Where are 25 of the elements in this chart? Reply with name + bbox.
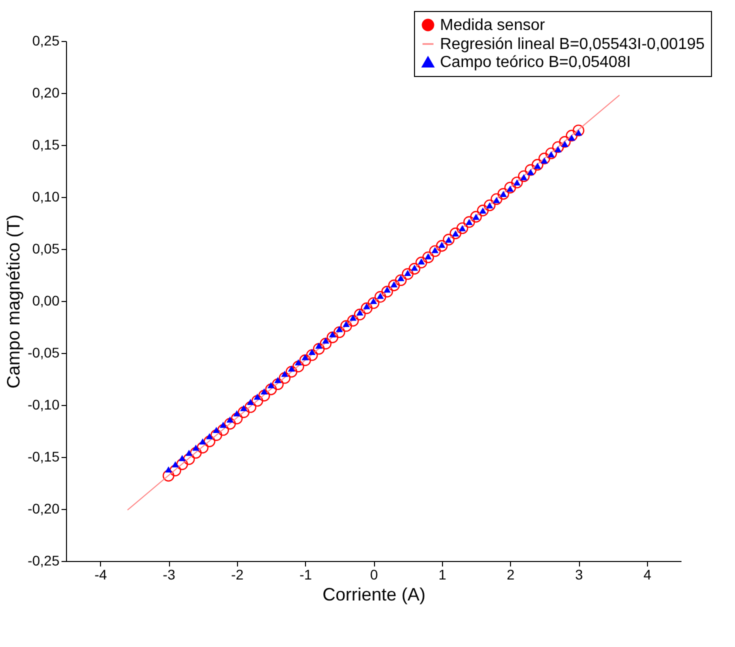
x-tick-label: 2 bbox=[506, 566, 515, 582]
y-tick-label: -0,15 bbox=[28, 448, 60, 464]
y-tick-label: 0,15 bbox=[32, 136, 60, 152]
x-tick-label: -4 bbox=[94, 566, 108, 582]
y-tick-label: -0,05 bbox=[28, 344, 60, 360]
legend-label: Medida sensor bbox=[440, 17, 546, 34]
x-tick-label: 3 bbox=[575, 566, 584, 582]
y-tick-label: 0,00 bbox=[32, 292, 60, 308]
x-tick-label: -2 bbox=[231, 566, 244, 582]
x-tick-label: 1 bbox=[438, 566, 446, 582]
legend-label: Campo teórico B=0,05408I bbox=[440, 54, 631, 71]
y-tick-label: 0,20 bbox=[32, 84, 60, 100]
x-tick-label: 4 bbox=[643, 566, 652, 582]
legend-label: Regresión lineal B=0,05543I-0,00195 bbox=[440, 36, 705, 53]
y-axis-title: Campo magnético (T) bbox=[4, 214, 24, 389]
y-tick-label: -0,25 bbox=[28, 552, 60, 568]
y-tick-label: 0,05 bbox=[32, 240, 60, 256]
x-tick-label: -1 bbox=[299, 566, 312, 582]
x-tick-label: 0 bbox=[370, 566, 378, 582]
y-tick-label: 0,10 bbox=[32, 188, 60, 204]
y-tick-label: -0,10 bbox=[28, 396, 60, 412]
x-tick-label: -3 bbox=[162, 566, 176, 582]
y-tick-label: -0,20 bbox=[28, 500, 60, 516]
y-tick-label: 0,25 bbox=[32, 32, 60, 48]
x-axis-title: Corriente (A) bbox=[322, 584, 426, 604]
